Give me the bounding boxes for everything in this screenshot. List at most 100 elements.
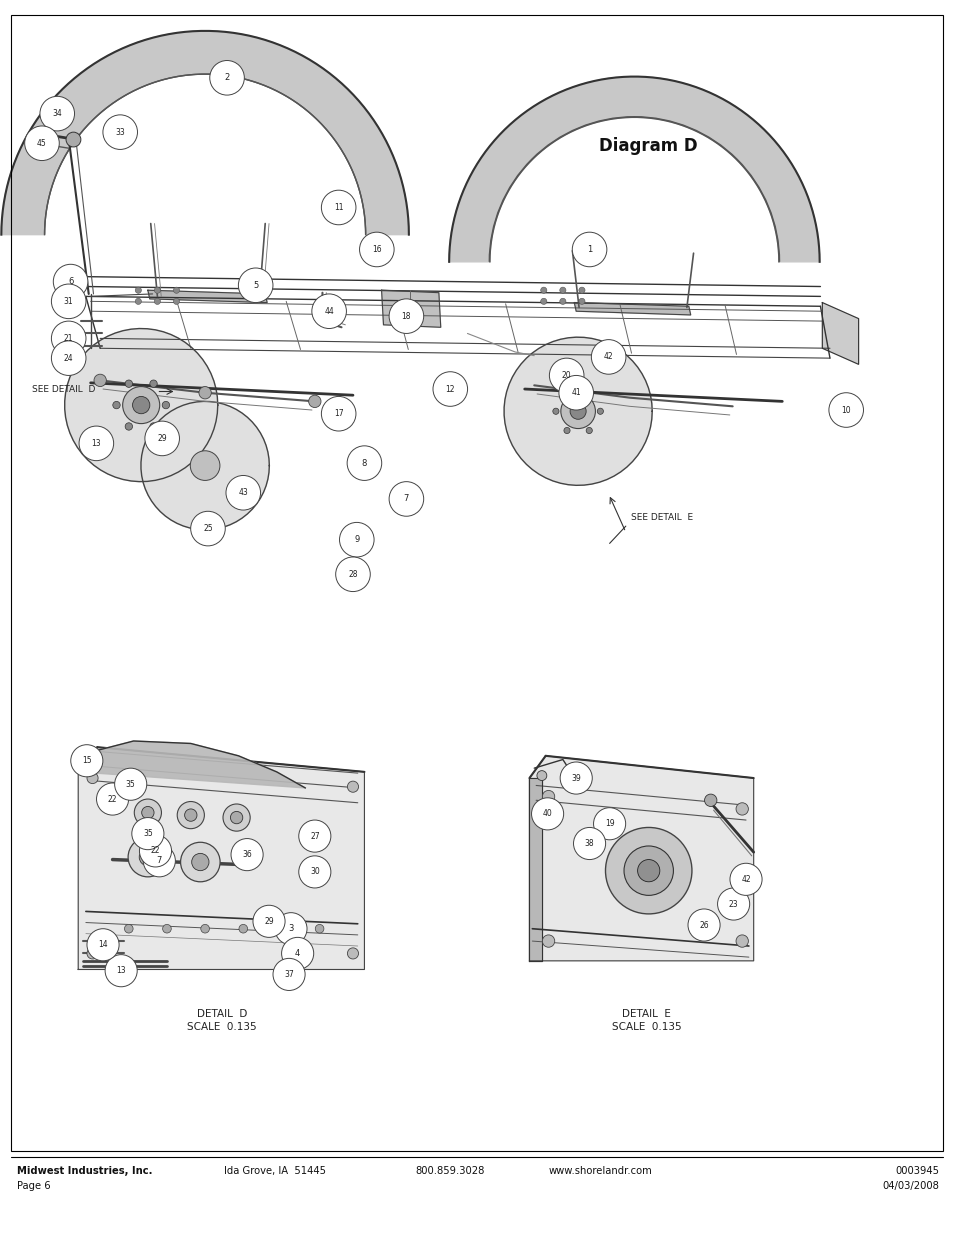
Ellipse shape [132, 818, 164, 850]
Text: 20: 20 [561, 370, 571, 380]
Ellipse shape [578, 287, 584, 294]
Ellipse shape [154, 287, 160, 294]
Ellipse shape [321, 190, 355, 225]
Ellipse shape [142, 806, 153, 819]
Text: 40: 40 [542, 809, 552, 819]
Ellipse shape [321, 396, 355, 431]
Ellipse shape [173, 287, 179, 294]
Text: 17: 17 [334, 409, 343, 419]
Text: 30: 30 [310, 867, 319, 877]
Text: Diagram D: Diagram D [598, 137, 698, 154]
Ellipse shape [276, 924, 286, 934]
Ellipse shape [25, 126, 59, 161]
Polygon shape [529, 778, 541, 961]
Text: 37: 37 [284, 969, 294, 979]
Ellipse shape [560, 394, 595, 429]
Ellipse shape [185, 809, 196, 821]
Ellipse shape [559, 762, 592, 794]
Ellipse shape [298, 856, 331, 888]
Text: 35: 35 [143, 829, 152, 839]
Text: 43: 43 [238, 488, 248, 498]
Text: 15: 15 [82, 756, 91, 766]
Ellipse shape [572, 232, 606, 267]
Ellipse shape [314, 924, 324, 934]
Ellipse shape [347, 948, 358, 958]
Ellipse shape [53, 264, 88, 299]
Ellipse shape [71, 745, 103, 777]
Ellipse shape [573, 827, 605, 860]
Polygon shape [449, 77, 819, 262]
Text: SEE DETAIL  E: SEE DETAIL E [630, 514, 692, 522]
Ellipse shape [558, 375, 593, 410]
Text: 35: 35 [126, 779, 135, 789]
Ellipse shape [114, 768, 147, 800]
Ellipse shape [585, 389, 592, 395]
Text: 5: 5 [253, 280, 258, 290]
Polygon shape [141, 401, 269, 530]
Ellipse shape [139, 848, 156, 866]
Text: 7: 7 [156, 856, 162, 866]
Ellipse shape [238, 268, 273, 303]
Text: 23: 23 [728, 899, 738, 909]
Text: 800.859.3028: 800.859.3028 [415, 1166, 484, 1176]
Ellipse shape [736, 803, 747, 815]
Ellipse shape [105, 955, 137, 987]
Ellipse shape [339, 522, 374, 557]
Ellipse shape [231, 811, 242, 824]
Ellipse shape [591, 340, 625, 374]
Text: 9: 9 [354, 535, 359, 545]
Ellipse shape [563, 389, 570, 395]
Text: 41: 41 [571, 388, 580, 398]
Text: 22: 22 [108, 794, 117, 804]
Ellipse shape [729, 863, 761, 895]
Ellipse shape [210, 61, 244, 95]
Ellipse shape [736, 935, 747, 947]
Text: 4: 4 [294, 948, 300, 958]
Text: 29: 29 [264, 916, 274, 926]
Ellipse shape [238, 924, 248, 934]
Ellipse shape [112, 401, 120, 409]
Ellipse shape [87, 948, 98, 958]
Ellipse shape [94, 374, 106, 387]
Ellipse shape [145, 421, 179, 456]
Ellipse shape [162, 401, 170, 409]
Text: 18: 18 [401, 311, 411, 321]
Ellipse shape [139, 835, 172, 867]
Polygon shape [574, 303, 690, 315]
Text: 45: 45 [37, 138, 47, 148]
Ellipse shape [103, 115, 137, 149]
Ellipse shape [128, 837, 168, 877]
Polygon shape [148, 290, 267, 303]
Text: 0003945: 0003945 [895, 1166, 939, 1176]
Ellipse shape [154, 299, 160, 305]
Ellipse shape [132, 396, 150, 414]
Ellipse shape [335, 557, 370, 592]
Ellipse shape [542, 935, 554, 947]
Ellipse shape [124, 924, 133, 934]
Text: 27: 27 [310, 831, 319, 841]
Polygon shape [529, 756, 753, 961]
Ellipse shape [559, 287, 565, 294]
Ellipse shape [597, 408, 603, 415]
Ellipse shape [312, 294, 346, 329]
Text: 14: 14 [98, 940, 108, 950]
Ellipse shape [199, 387, 211, 399]
Ellipse shape [585, 427, 592, 433]
Ellipse shape [51, 341, 86, 375]
Text: SEE DETAIL  D: SEE DETAIL D [32, 384, 95, 394]
Text: Ida Grove, IA  51445: Ida Grove, IA 51445 [224, 1166, 326, 1176]
Ellipse shape [531, 798, 563, 830]
Text: 8: 8 [361, 458, 367, 468]
Text: 13: 13 [91, 438, 101, 448]
Text: 39: 39 [571, 773, 580, 783]
Text: 11: 11 [334, 203, 343, 212]
Polygon shape [821, 303, 858, 364]
Ellipse shape [687, 909, 720, 941]
Ellipse shape [253, 905, 285, 937]
Ellipse shape [389, 299, 423, 333]
Text: 33: 33 [115, 127, 125, 137]
Ellipse shape [542, 790, 554, 803]
Ellipse shape [125, 422, 132, 430]
Ellipse shape [51, 284, 86, 319]
Ellipse shape [828, 393, 862, 427]
